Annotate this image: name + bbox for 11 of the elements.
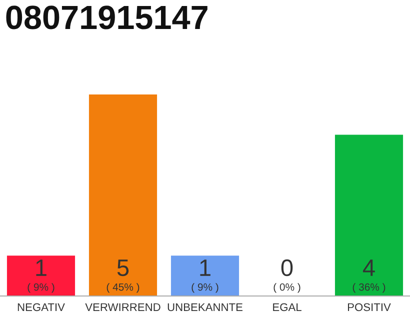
- x-tick-label: EGAL: [273, 303, 302, 312]
- data-label: 1 ( 9% ): [192, 260, 218, 293]
- data-label: 5 ( 45% ): [106, 260, 140, 293]
- x-tick-label: VERWIRREND: [85, 303, 160, 311]
- x-tick-label: UNBEKANNTE: [168, 303, 242, 312]
- chart-title: 08071915147: [6, 6, 208, 30]
- data-label: 1 ( 9% ): [28, 260, 54, 293]
- x-tick-label: POSITIV: [348, 303, 391, 312]
- data-label: 0 ( 0% ): [274, 259, 300, 293]
- data-label: 4 ( 36% ): [352, 260, 386, 293]
- x-tick-label: NEGATIV: [18, 303, 65, 312]
